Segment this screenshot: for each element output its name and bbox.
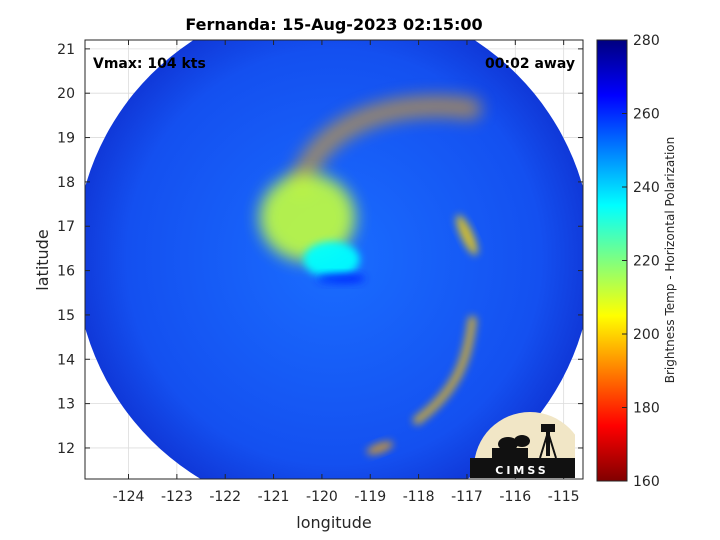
feature-outer-rainband-north <box>289 95 482 195</box>
axes-box <box>84 39 584 480</box>
y-tick-label: 18 <box>57 175 75 191</box>
colorbar-ticks: 160 180 200 220 240 260 280 <box>622 33 660 490</box>
logo-text: CIMSS <box>495 464 548 477</box>
x-tick-label: -116 <box>499 489 531 505</box>
colorbar-tick-label: 240 <box>633 180 660 196</box>
colorbar-tick-label: 160 <box>633 474 660 490</box>
x-tick-label: -121 <box>258 489 290 505</box>
feature-inner-core <box>303 241 360 278</box>
feature-rainband-southeast <box>412 315 477 425</box>
x-tick-label: -122 <box>209 489 241 505</box>
swath-layer <box>85 40 583 479</box>
y-tick-label: 15 <box>57 308 75 324</box>
x-axis-ticks: -124 -123 -122 -121 -120 -119 -118 -117 -116 -115 <box>113 40 580 505</box>
feature-eyewall-warm-band <box>317 273 366 284</box>
colorbar-tick-label: 180 <box>633 401 660 417</box>
x-tick-label: -115 <box>548 489 580 505</box>
y-tick-label: 17 <box>57 219 75 235</box>
colorbar-tick-label: 200 <box>633 327 660 343</box>
storm-features <box>259 95 482 455</box>
x-tick-label: -118 <box>403 489 435 505</box>
x-axis-label: longitude <box>296 513 371 532</box>
colorbar-tick-label: 260 <box>633 107 660 123</box>
time-away-annotation: 00:02 away <box>485 56 575 72</box>
y-tick-label: 20 <box>57 86 75 102</box>
y-tick-label: 12 <box>57 441 75 457</box>
y-tick-label: 19 <box>57 131 75 147</box>
feature-rainband-south <box>366 441 394 455</box>
x-tick-label: -123 <box>161 489 193 505</box>
cimss-logo: CIMSS <box>470 412 575 478</box>
x-tick-label: -120 <box>306 489 338 505</box>
chart-title: Fernanda: 15-Aug-2023 02:15:00 <box>185 15 482 34</box>
satellite-dish-icon <box>498 437 518 451</box>
y-tick-label: 16 <box>57 264 75 280</box>
vmax-annotation: Vmax: 104 kts <box>93 56 206 72</box>
feature-central-dense-overcast <box>259 173 356 262</box>
colorbar-tick-label: 280 <box>633 33 660 49</box>
x-tick-label: -124 <box>113 489 145 505</box>
x-tick-label: -119 <box>354 489 386 505</box>
colorbar-label: Brightness Temp - Horizontal Polarizatio… <box>663 137 677 384</box>
x-tick-label: -117 <box>451 489 483 505</box>
y-axis-label: latitude <box>33 229 52 290</box>
y-tick-label: 21 <box>57 42 75 58</box>
y-tick-label: 14 <box>57 352 75 368</box>
water-tower-tank <box>541 424 555 432</box>
y-axis-ticks: 12 13 14 15 16 17 18 19 20 21 <box>57 42 583 457</box>
feature-rainband-east <box>456 215 478 256</box>
colorbar-tick-label: 220 <box>633 254 660 270</box>
y-tick-label: 13 <box>57 397 75 413</box>
